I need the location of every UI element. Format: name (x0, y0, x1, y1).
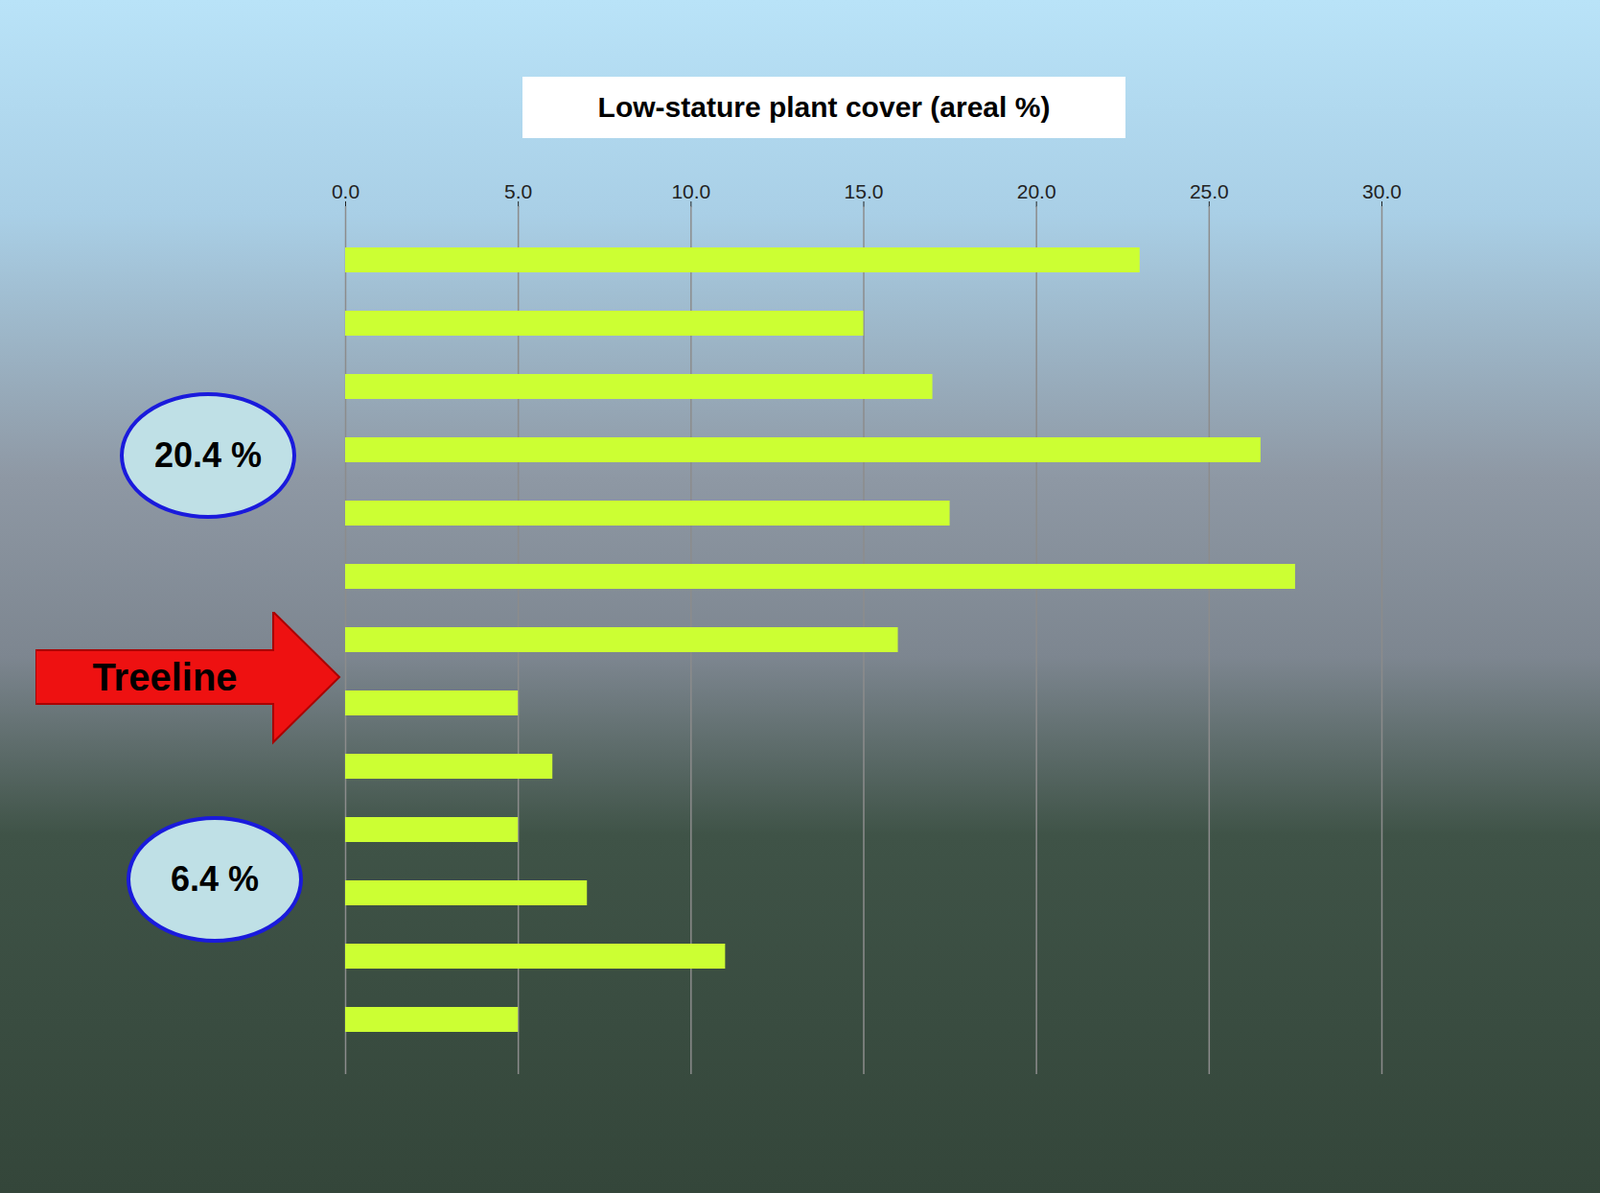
html-text:20.4 %: 20.4 % (154, 435, 262, 475)
html-text:6.4 %: 6.4 % (170, 858, 259, 899)
svg-text:15.0: 15.0 (844, 180, 884, 203)
svg-text:10.0: 10.0 (671, 180, 711, 203)
svg-text:20.0: 20.0 (1017, 180, 1057, 203)
svg-text:25.0: 25.0 (1189, 180, 1229, 203)
html-text:Treeline: Treeline (92, 655, 238, 698)
html-text:Low-stature plant cover (areal: Low-stature plant cover (areal %) (597, 91, 1051, 123)
svg-text:0.0: 0.0 (331, 180, 360, 203)
svg-text:30.0: 30.0 (1362, 180, 1402, 203)
svg-text:5.0: 5.0 (504, 180, 533, 203)
